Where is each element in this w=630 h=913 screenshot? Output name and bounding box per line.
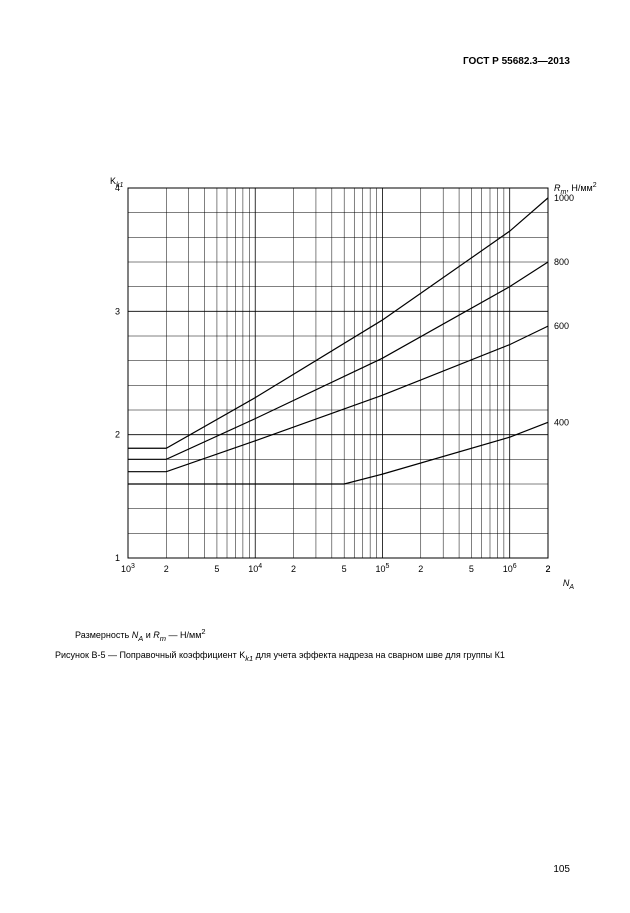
page-number: 105 — [553, 864, 570, 875]
svg-text:3: 3 — [115, 306, 120, 316]
note-and: и — [143, 630, 153, 640]
correction-factor-chart: 123410325104251052510622Kk1NARm, Н/мм210… — [90, 170, 608, 598]
figure-caption: Рисунок В-5 — Поправочный коэффициент Kk… — [55, 650, 505, 663]
svg-text:5: 5 — [469, 564, 474, 574]
svg-text:1: 1 — [115, 553, 120, 563]
dimension-note: Размерность NA и Rm — Н/мм2 — [75, 627, 206, 643]
svg-text:2: 2 — [291, 564, 296, 574]
note-unit: — Н/мм — [166, 630, 201, 640]
page: ГОСТ Р 55682.3—2013 12341032510425105251… — [0, 0, 630, 913]
caption-prefix: Рисунок В-5 — Поправочный коэффициент K — [55, 650, 245, 660]
svg-text:106: 106 — [503, 563, 517, 574]
chart-container: 123410325104251052510622Kk1NARm, Н/мм210… — [90, 170, 608, 603]
svg-text:NA: NA — [563, 578, 575, 591]
series-Rm-600 — [128, 326, 548, 472]
svg-text:104: 104 — [248, 563, 262, 574]
standard-header: ГОСТ Р 55682.3—2013 — [463, 56, 570, 67]
svg-text:103: 103 — [121, 563, 135, 574]
svg-text:5: 5 — [342, 564, 347, 574]
svg-text:2: 2 — [164, 564, 169, 574]
svg-text:1000: 1000 — [554, 193, 574, 203]
svg-text:600: 600 — [554, 321, 569, 331]
svg-text:800: 800 — [554, 257, 569, 267]
svg-text:5: 5 — [214, 564, 219, 574]
svg-text:Kk1: Kk1 — [110, 176, 124, 189]
caption-sub: k1 — [245, 654, 253, 663]
caption-suffix: для учета эффекта надреза на сварном шве… — [253, 650, 505, 660]
svg-text:400: 400 — [554, 417, 569, 427]
note-unit-sup: 2 — [201, 627, 205, 636]
svg-text:105: 105 — [376, 563, 390, 574]
svg-text:2: 2 — [545, 564, 550, 574]
series-Rm-400 — [128, 422, 548, 484]
note-text: Размерность — [75, 630, 132, 640]
svg-text:2: 2 — [115, 430, 120, 440]
svg-text:2: 2 — [418, 564, 423, 574]
